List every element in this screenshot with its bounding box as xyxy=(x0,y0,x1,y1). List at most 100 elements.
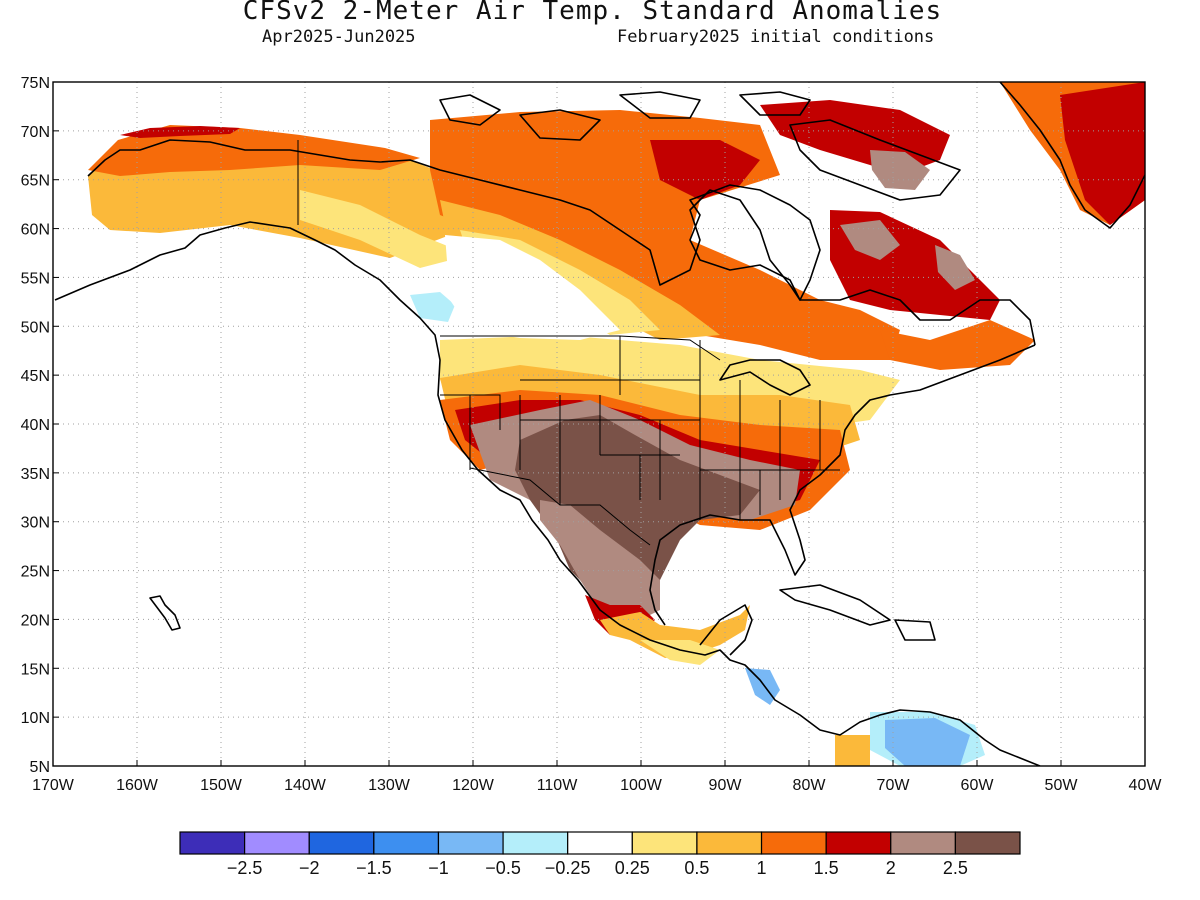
longitude-label: 130W xyxy=(368,777,411,794)
border-states-east xyxy=(759,400,821,515)
political-borders xyxy=(297,140,840,546)
latitude-label: 35N xyxy=(21,466,50,483)
anomaly-area-mexico-orange xyxy=(600,605,750,658)
longitude-label: 90W xyxy=(709,777,743,794)
map-title: CFSv2 2-Meter Air Temp. Standard Anomali… xyxy=(242,0,943,26)
coastline-great-lakes xyxy=(719,359,811,396)
colorbar-label: −1 xyxy=(428,858,449,878)
longitude-label: 70W xyxy=(877,777,911,794)
colorbar-label: −0.5 xyxy=(485,858,521,878)
longitude-label: 110W xyxy=(537,777,579,794)
latitude-label: 20N xyxy=(21,612,50,629)
coastline-baffin-island xyxy=(789,119,961,201)
longitude-label: 150W xyxy=(200,777,243,794)
border-states-central xyxy=(520,336,840,520)
coastline-arctic-islands-4 xyxy=(739,91,811,116)
colorbar-swatch xyxy=(890,831,956,855)
colorbar-label: 1.5 xyxy=(814,858,839,878)
coastline-arctic-islands-2 xyxy=(519,109,601,141)
coastline-hudson-bay xyxy=(689,184,821,301)
latitude-label: 10N xyxy=(21,710,50,727)
colorbar-swatch xyxy=(373,831,440,855)
anomaly-area-mexico-yellow xyxy=(640,640,720,665)
border-states-west xyxy=(440,394,680,505)
latitude-label: 55N xyxy=(21,270,50,287)
longitude-label: 50W xyxy=(1045,777,1079,794)
colorbar-swatch xyxy=(825,831,892,855)
initial-conditions-label: February2025 initial conditions xyxy=(617,27,935,47)
colorbar-swatch xyxy=(244,831,310,855)
colorbar-swatch xyxy=(567,831,633,855)
longitude-label: 120W xyxy=(452,777,495,794)
colorbar-label: 0.5 xyxy=(684,858,709,878)
latitude-label: 50N xyxy=(21,319,50,336)
colorbar-label: 2 xyxy=(886,858,896,878)
coastline-arctic-islands-1 xyxy=(439,94,501,126)
anomaly-area-south-america-yellow xyxy=(835,735,870,766)
longitude-label: 160W xyxy=(116,777,159,794)
latitude-label: 5N xyxy=(30,759,50,776)
latitude-label: 65N xyxy=(21,173,50,190)
latitude-label: 70N xyxy=(21,124,50,141)
border-us-mexico xyxy=(469,467,651,546)
anomaly-area-mexico-lightbrown xyxy=(540,500,660,620)
anomaly-area-south-america-blue xyxy=(885,718,970,766)
colorbar-swatch xyxy=(631,831,698,855)
colorbar-swatch xyxy=(502,831,569,855)
longitude-label: 100W xyxy=(620,777,663,794)
latitude-label: 60N xyxy=(21,222,50,239)
coastline-arctic xyxy=(87,139,1036,346)
latitude-label: 15N xyxy=(21,661,50,678)
latitude-label: 40N xyxy=(21,417,50,434)
anomaly-area-labrador-brown xyxy=(840,220,900,260)
colorbar-swatch xyxy=(437,831,504,855)
colorbar: −2.5 −2 −1.5 −1 −0.5 −0.25 0.25 0.5 1 1.5 2 2.5 xyxy=(179,831,1021,878)
colorbar-label: −2 xyxy=(299,858,320,878)
forecast-period: Apr2025-Jun2025 xyxy=(262,27,416,47)
longitude-label: 60W xyxy=(961,777,995,794)
gridlines xyxy=(53,82,1145,766)
coastline-cuba xyxy=(779,584,891,626)
colorbar-label: −2.5 xyxy=(227,858,263,878)
latitude-label: 25N xyxy=(21,564,50,581)
anomaly-area-maritimes-orange xyxy=(880,320,1035,370)
latitude-label: 75N xyxy=(21,75,50,92)
colorbar-swatch xyxy=(308,831,375,855)
latitude-labels: 75N 70N 65N 60N 55N 50N 45N 40N 35N 30N 25N 20N 15N 1… xyxy=(21,75,59,776)
coastline-north-america-west xyxy=(54,221,1041,766)
coastline-hawaii xyxy=(149,595,181,631)
longitude-label: 140W xyxy=(284,777,327,794)
colorbar-label: −1.5 xyxy=(356,858,392,878)
coastlines xyxy=(54,82,1145,766)
colorbar-label: 0.25 xyxy=(615,858,650,878)
anomaly-area-canada-orange xyxy=(430,110,900,360)
coastline-arctic-islands-3 xyxy=(619,91,701,119)
colorbar-swatch xyxy=(954,831,1021,855)
anomaly-shading xyxy=(88,82,1145,766)
longitude-label: 80W xyxy=(793,777,827,794)
colorbar-label: 1 xyxy=(757,858,767,878)
latitude-label: 30N xyxy=(21,515,50,532)
anomaly-area-bc-yellow xyxy=(300,190,470,268)
colorbar-swatch xyxy=(760,831,827,855)
colorbar-swatch xyxy=(179,831,246,855)
anomaly-area-labrador-brown-2 xyxy=(935,245,975,290)
border-us-canada xyxy=(440,335,721,361)
coastline-greenland xyxy=(999,82,1145,229)
coastline-us-east xyxy=(649,344,1036,626)
latitude-label: 45N xyxy=(21,368,50,385)
longitude-labels: 170W 160W 150W 140W 130W 120W 110W 100W 90W 80W 70… xyxy=(32,760,1162,794)
longitude-label: 170W xyxy=(32,777,75,794)
anomaly-area-greenland-red xyxy=(1060,82,1145,225)
anomaly-area-baffin-red xyxy=(760,100,950,175)
colorbar-label: −0.25 xyxy=(545,858,591,878)
anomaly-area-bc-cyan xyxy=(410,292,455,322)
colorbar-swatch xyxy=(696,831,763,855)
anomaly-area-alaska-red xyxy=(120,126,240,138)
anomaly-area-neutral-white xyxy=(445,235,620,340)
colorbar-label: 2.5 xyxy=(943,858,968,878)
anomaly-area-baffin-brown xyxy=(870,150,930,190)
longitude-label: 40W xyxy=(1129,777,1163,794)
coastline-yucatan xyxy=(699,604,753,656)
